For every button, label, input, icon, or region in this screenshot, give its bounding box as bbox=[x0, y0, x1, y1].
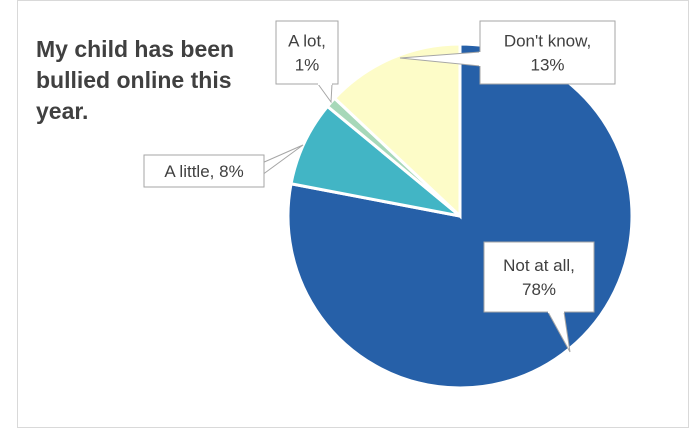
data-label-category: A lot, bbox=[288, 32, 326, 51]
callout-box bbox=[143, 154, 265, 188]
pie-slice-don-t-know bbox=[332, 42, 462, 220]
callout-box bbox=[275, 20, 339, 85]
callout-not-at-all: Not at all, 78% bbox=[483, 241, 595, 353]
data-label-category: Don't know, bbox=[504, 32, 591, 51]
data-label-value: 13% bbox=[530, 56, 564, 75]
callout-box bbox=[483, 241, 595, 313]
data-label-category: Not at all, bbox=[503, 256, 575, 275]
callout-pointer bbox=[317, 83, 333, 104]
chart-title: My child has been bullied online this ye… bbox=[36, 36, 235, 124]
callout-a-lot: A lot, 1% bbox=[275, 20, 339, 104]
data-label-value: 1% bbox=[295, 56, 320, 75]
data-label-value: A little, 8% bbox=[164, 162, 243, 181]
callout-box bbox=[479, 20, 616, 85]
data-label-value: 78% bbox=[522, 280, 556, 299]
callout-don-t-know: Don't know, 13% bbox=[399, 20, 616, 85]
callout-a-little: A little, 8% bbox=[143, 144, 304, 188]
